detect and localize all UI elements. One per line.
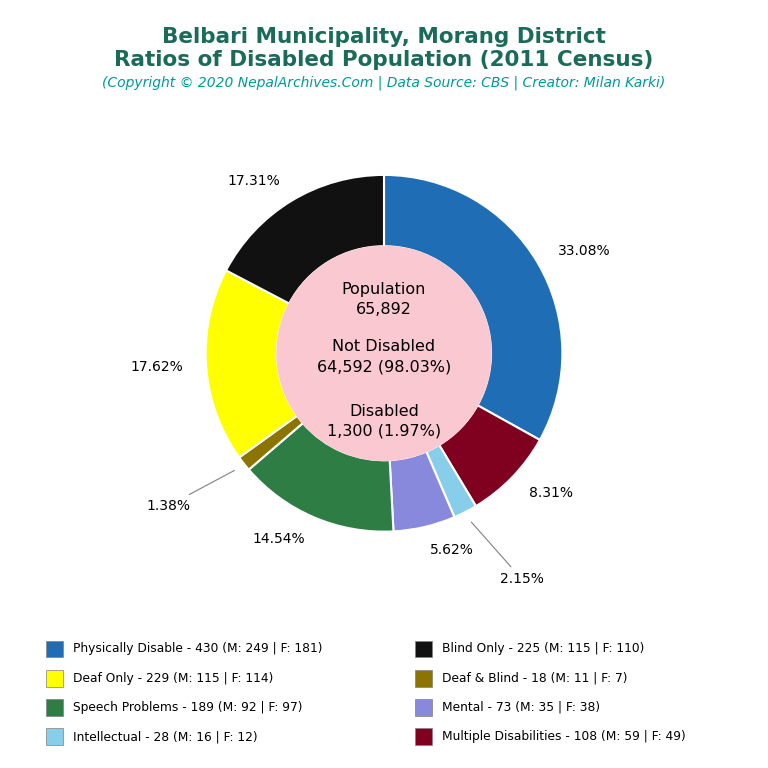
Wedge shape <box>206 270 297 458</box>
Text: 1.38%: 1.38% <box>147 471 234 512</box>
Text: 17.62%: 17.62% <box>131 360 183 374</box>
Wedge shape <box>426 445 476 517</box>
Text: 14.54%: 14.54% <box>252 531 305 545</box>
Text: Speech Problems - 189 (M: 92 | F: 97): Speech Problems - 189 (M: 92 | F: 97) <box>73 701 303 713</box>
Text: Mental - 73 (M: 35 | F: 38): Mental - 73 (M: 35 | F: 38) <box>442 701 600 713</box>
Text: Physically Disable - 430 (M: 249 | F: 181): Physically Disable - 430 (M: 249 | F: 18… <box>73 643 323 655</box>
Text: Population
65,892: Population 65,892 <box>342 283 426 317</box>
Text: Deaf Only - 229 (M: 115 | F: 114): Deaf Only - 229 (M: 115 | F: 114) <box>73 672 273 684</box>
Text: (Copyright © 2020 NepalArchives.Com | Data Source: CBS | Creator: Milan Karki): (Copyright © 2020 NepalArchives.Com | Da… <box>102 75 666 90</box>
Text: Not Disabled
64,592 (98.03%): Not Disabled 64,592 (98.03%) <box>317 339 451 374</box>
Wedge shape <box>439 406 540 506</box>
Wedge shape <box>389 452 455 531</box>
Text: Deaf & Blind - 18 (M: 11 | F: 7): Deaf & Blind - 18 (M: 11 | F: 7) <box>442 672 627 684</box>
Circle shape <box>277 247 491 460</box>
Wedge shape <box>384 175 562 440</box>
Text: Ratios of Disabled Population (2011 Census): Ratios of Disabled Population (2011 Cens… <box>114 50 654 70</box>
Text: Belbari Municipality, Morang District: Belbari Municipality, Morang District <box>162 27 606 47</box>
Text: 17.31%: 17.31% <box>227 174 280 188</box>
Text: Disabled
1,300 (1.97%): Disabled 1,300 (1.97%) <box>327 404 441 439</box>
Text: Intellectual - 28 (M: 16 | F: 12): Intellectual - 28 (M: 16 | F: 12) <box>73 730 257 743</box>
Text: 8.31%: 8.31% <box>529 486 573 501</box>
Text: Multiple Disabilities - 108 (M: 59 | F: 49): Multiple Disabilities - 108 (M: 59 | F: … <box>442 730 685 743</box>
Wedge shape <box>226 175 384 303</box>
Wedge shape <box>239 415 303 469</box>
Wedge shape <box>249 423 393 531</box>
Text: 33.08%: 33.08% <box>558 244 611 258</box>
Text: 5.62%: 5.62% <box>430 542 474 557</box>
Text: 2.15%: 2.15% <box>472 522 544 586</box>
Text: Blind Only - 225 (M: 115 | F: 110): Blind Only - 225 (M: 115 | F: 110) <box>442 643 644 655</box>
